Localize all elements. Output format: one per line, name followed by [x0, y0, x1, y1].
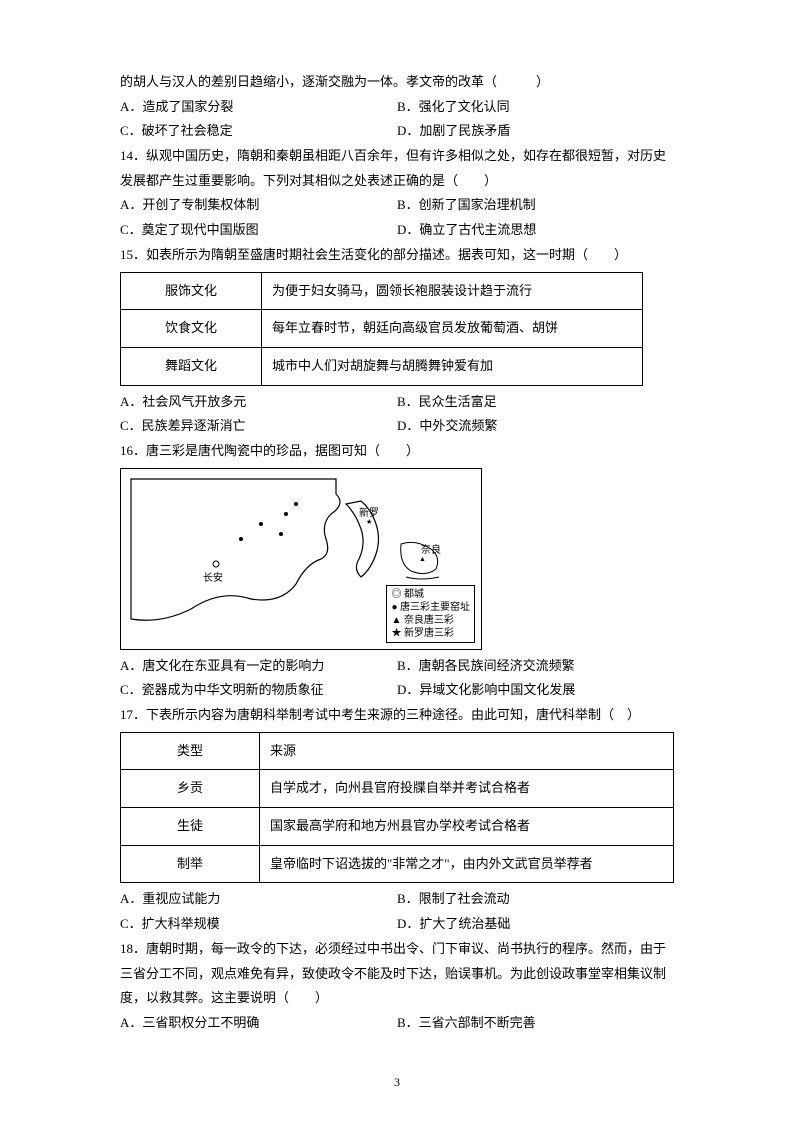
table-cell: 国家最高学府和地方州县官办学校考试合格者 — [259, 808, 673, 846]
q16-stem: 16．唐三彩是唐代陶瓷中的珍品，据图可知（ ） — [120, 439, 674, 464]
q18-opt-a: A．三省职权分工不明确 — [120, 1011, 397, 1036]
q16-map: ★ ▲ 长安 新罗 奈良 ◎ 都城● 唐三彩主要窑址▲ 奈良唐三彩★ 新罗唐三彩 — [120, 468, 482, 650]
legend-item: ● 唐三彩主要窑址 — [391, 601, 470, 614]
map-label-nara: 奈良 — [421, 541, 441, 560]
q17-table: 类型来源乡贡自学成才，向州县官府投牒自举并考试合格者生徒国家最高学府和地方州县官… — [120, 732, 674, 884]
q15-stem: 15．如表所示为隋朝至盛唐时期社会生活变化的部分描述。据表可知，这一时期（ ） — [120, 243, 674, 268]
table-cell: 乡贡 — [121, 770, 260, 808]
q14-opt-d: D．确立了古代主流思想 — [397, 218, 674, 243]
q17-opt-b: B．限制了社会流动 — [397, 887, 674, 912]
q15-table: 服饰文化为便于妇女骑马，圆领长袍服装设计趋于流行饮食文化每年立春时节，朝廷向高级… — [120, 272, 643, 386]
table-cell: 皇帝临时下诏选拔的"非常之才"，由内外文武官员举荐者 — [259, 845, 673, 883]
q13-opt-c: C．破坏了社会稳定 — [120, 119, 397, 144]
map-label-xinluo: 新罗 — [359, 504, 379, 523]
q14-stem: 14．纵观中国历史，隋朝和秦朝虽相距八百余年，但有许多相似之处，如存在都很短暂，… — [120, 144, 674, 193]
legend-item: ◎ 都城 — [391, 588, 470, 601]
q16-opt-d: D．异域文化影响中国文化发展 — [397, 678, 674, 703]
q13-opt-a: A．造成了国家分裂 — [120, 95, 397, 120]
q18-opt-b: B．三省六部制不断完善 — [397, 1011, 674, 1036]
table-cell: 自学成才，向州县官府投牒自举并考试合格者 — [259, 770, 673, 808]
q14-opt-a: A．开创了专制集权体制 — [120, 193, 397, 218]
q13-opt-d: D．加剧了民族矛盾 — [397, 119, 674, 144]
q16-opt-a: A．唐文化在东亚具有一定的影响力 — [120, 654, 397, 679]
table-header-cell: 来源 — [259, 732, 673, 770]
table-cell: 生徒 — [121, 808, 260, 846]
q17-stem: 17．下表所示内容为唐朝科举制考试中考生来源的三种途径。由此可知，唐代科举制（ … — [120, 703, 674, 728]
legend-item: ★ 新罗唐三彩 — [391, 627, 470, 640]
map-legend: ◎ 都城● 唐三彩主要窑址▲ 奈良唐三彩★ 新罗唐三彩 — [386, 585, 475, 643]
q14-opt-c: C．奠定了现代中国版图 — [120, 218, 397, 243]
q15-opt-b: B．民众生活富足 — [397, 390, 674, 415]
table-cell: 服饰文化 — [121, 272, 262, 310]
q13-stem-cont: 的胡人与汉人的差别日趋缩小，逐渐交融为一体。孝文帝的改革（ ） — [120, 70, 674, 95]
q17-opt-a: A．重视应试能力 — [120, 887, 397, 912]
table-cell: 饮食文化 — [121, 310, 262, 348]
q14-opt-b: B．创新了国家治理机制 — [397, 193, 674, 218]
q18-stem: 18．唐朝时期，每一政令的下达，必须经过中书出令、门下审议、尚书执行的程序。然而… — [120, 937, 674, 1011]
table-cell: 制举 — [121, 845, 260, 883]
q15-opt-d: D．中外交流频繁 — [397, 414, 674, 439]
q17-opt-c: C．扩大科举规模 — [120, 912, 397, 937]
q17-opt-d: D．扩大了统治基础 — [397, 912, 674, 937]
q15-opt-a: A．社会风气开放多元 — [120, 390, 397, 415]
q16-opt-c: C．瓷器成为中华文明新的物质象征 — [120, 678, 397, 703]
table-cell: 为便于妇女骑马，圆领长袍服装设计趋于流行 — [262, 272, 643, 310]
page-number: 3 — [0, 1071, 794, 1094]
table-cell: 每年立春时节，朝廷向高级官员发放葡萄酒、胡饼 — [262, 310, 643, 348]
q13-opt-b: B．强化了文化认同 — [397, 95, 674, 120]
map-label-changan: 长安 — [203, 569, 223, 588]
table-cell: 舞蹈文化 — [121, 347, 262, 385]
q16-opt-b: B．唐朝各民族间经济交流频繁 — [397, 654, 674, 679]
legend-item: ▲ 奈良唐三彩 — [391, 614, 470, 627]
table-header-cell: 类型 — [121, 732, 260, 770]
table-cell: 城市中人们对胡旋舞与胡腾舞钟爱有加 — [262, 347, 643, 385]
q15-opt-c: C．民族差异逐渐消亡 — [120, 414, 397, 439]
